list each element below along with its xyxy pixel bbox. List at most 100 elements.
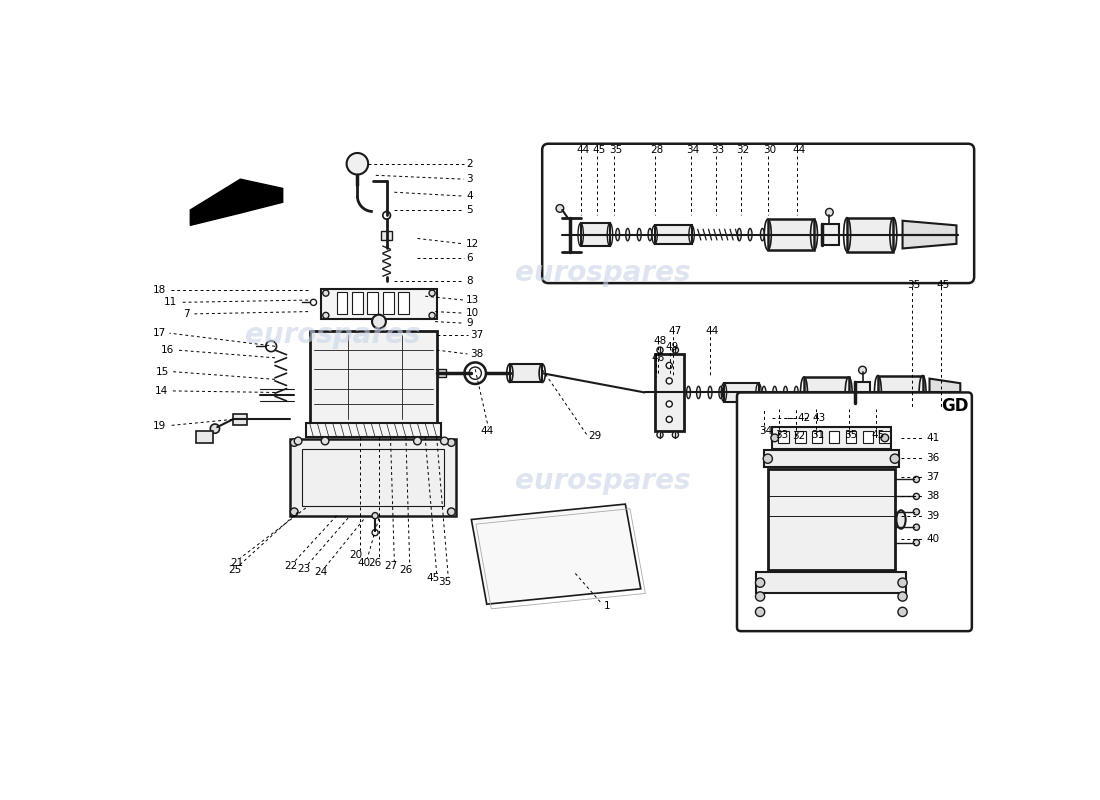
Bar — [778, 431, 789, 443]
Circle shape — [448, 508, 455, 516]
Circle shape — [913, 509, 920, 515]
Ellipse shape — [773, 386, 777, 398]
Bar — [862, 431, 873, 443]
Circle shape — [913, 539, 920, 546]
Circle shape — [667, 416, 672, 422]
Text: 12: 12 — [466, 239, 480, 249]
Text: 44: 44 — [576, 145, 590, 155]
Bar — [804, 377, 849, 408]
Circle shape — [898, 607, 907, 617]
Circle shape — [448, 438, 455, 446]
Text: 25: 25 — [229, 566, 242, 575]
Text: 33: 33 — [774, 430, 788, 440]
Ellipse shape — [762, 386, 766, 398]
Text: 31: 31 — [811, 430, 824, 440]
Bar — [196, 431, 212, 442]
Circle shape — [672, 432, 679, 438]
Text: 40: 40 — [926, 534, 939, 544]
Bar — [383, 292, 394, 314]
Circle shape — [859, 366, 867, 374]
Text: 35: 35 — [908, 280, 921, 290]
Circle shape — [667, 362, 672, 369]
Bar — [233, 414, 246, 425]
Ellipse shape — [760, 229, 764, 241]
Bar — [290, 438, 455, 516]
Text: 4: 4 — [466, 191, 473, 201]
Text: 32: 32 — [736, 145, 749, 155]
Circle shape — [429, 312, 436, 318]
Circle shape — [913, 524, 920, 530]
Circle shape — [657, 432, 663, 438]
Bar — [828, 431, 839, 443]
Circle shape — [672, 347, 679, 353]
Bar — [367, 292, 378, 314]
Circle shape — [667, 378, 672, 384]
Circle shape — [383, 211, 390, 219]
Circle shape — [372, 314, 386, 329]
Text: 44: 44 — [481, 426, 494, 436]
Text: 45: 45 — [871, 430, 884, 440]
Text: 27: 27 — [384, 562, 397, 571]
Bar — [301, 449, 444, 506]
Text: GD: GD — [942, 398, 969, 415]
Bar — [510, 364, 542, 382]
Text: 46: 46 — [651, 353, 664, 363]
Text: 39: 39 — [926, 510, 939, 521]
Bar — [321, 289, 437, 319]
Text: 38: 38 — [470, 349, 483, 359]
Bar — [654, 226, 692, 244]
Text: 19: 19 — [153, 421, 166, 430]
Text: 15: 15 — [156, 366, 169, 377]
Circle shape — [913, 494, 920, 499]
Text: 45: 45 — [592, 145, 605, 155]
Text: 44: 44 — [792, 145, 805, 155]
Text: 48: 48 — [653, 336, 667, 346]
Bar — [768, 470, 895, 570]
Ellipse shape — [616, 229, 619, 241]
Bar — [878, 375, 923, 410]
Circle shape — [898, 592, 907, 601]
Bar — [772, 427, 891, 449]
Polygon shape — [472, 504, 640, 604]
Circle shape — [210, 424, 220, 434]
Bar — [438, 370, 446, 377]
Bar — [768, 219, 814, 250]
Circle shape — [756, 578, 764, 587]
Text: 49: 49 — [666, 342, 679, 352]
Text: 13: 13 — [466, 295, 480, 305]
Text: 3: 3 — [466, 174, 473, 184]
Circle shape — [310, 299, 317, 306]
Text: 41: 41 — [926, 433, 939, 443]
Circle shape — [667, 401, 672, 407]
Text: 10: 10 — [466, 308, 480, 318]
Text: 14: 14 — [155, 386, 168, 396]
Bar — [846, 431, 856, 443]
Text: 45: 45 — [936, 280, 949, 290]
Circle shape — [290, 438, 298, 446]
Bar — [847, 218, 893, 251]
Circle shape — [290, 508, 298, 516]
Text: eurospares: eurospares — [515, 467, 690, 495]
Text: 1: 1 — [604, 601, 611, 610]
Circle shape — [557, 205, 564, 212]
Text: 42: 42 — [798, 413, 811, 423]
Bar — [382, 230, 392, 240]
Circle shape — [346, 153, 368, 174]
Bar — [581, 223, 609, 246]
Text: 2: 2 — [466, 158, 473, 169]
FancyBboxPatch shape — [542, 144, 975, 283]
Ellipse shape — [696, 386, 701, 398]
Bar — [398, 292, 409, 314]
Circle shape — [756, 592, 764, 601]
Text: 7: 7 — [183, 309, 189, 319]
Text: 43: 43 — [813, 413, 826, 423]
Circle shape — [322, 290, 329, 296]
Text: 28: 28 — [650, 145, 663, 155]
Text: 6: 6 — [466, 253, 473, 262]
Circle shape — [890, 454, 900, 463]
Ellipse shape — [708, 386, 712, 398]
Bar — [812, 431, 823, 443]
Circle shape — [825, 209, 834, 216]
Ellipse shape — [896, 510, 905, 529]
Text: 18: 18 — [153, 285, 166, 295]
